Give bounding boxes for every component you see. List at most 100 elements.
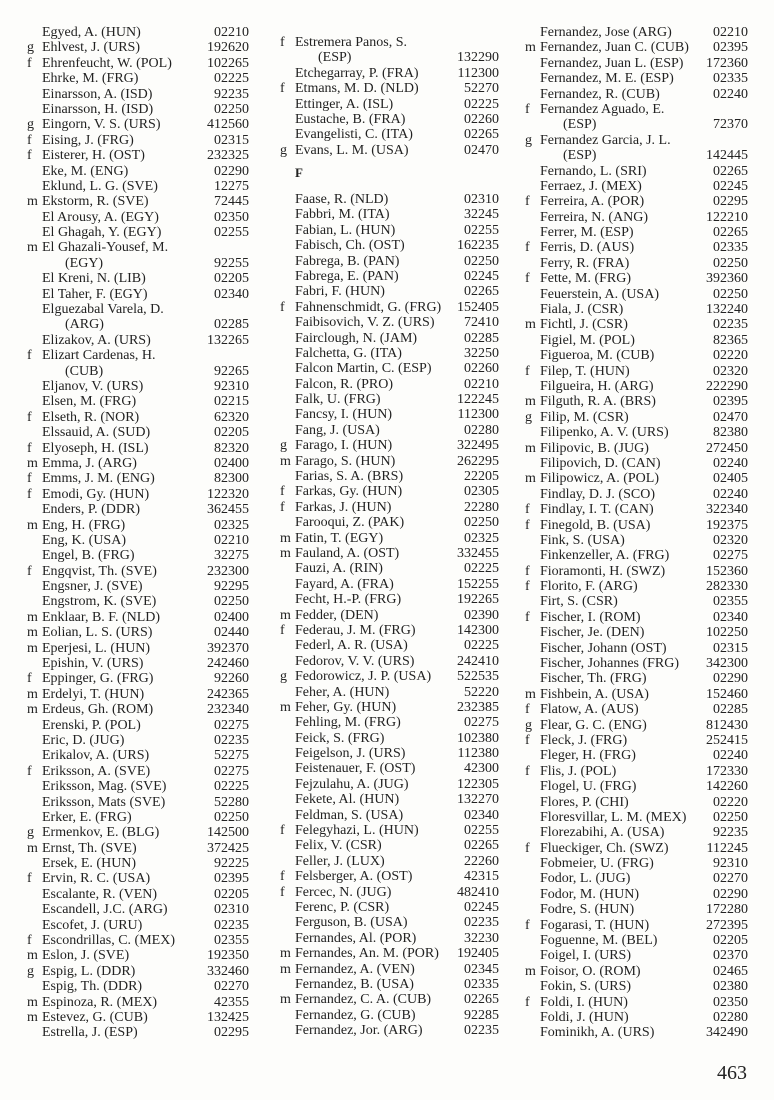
rating: 2255 <box>471 222 499 238</box>
games-count: 0 <box>464 484 471 500</box>
games-count: 2 <box>464 499 471 515</box>
player-name: Fedorov, V. V. (URS) <box>295 653 415 669</box>
player-entry: f Fahnenschmidt, G. (FRG) 15 2405 <box>280 300 499 315</box>
player-name: Fedder, (DEN) <box>295 607 379 623</box>
player-name: (CUB) <box>65 363 104 379</box>
player-entry: Fayard, A. (FRA) 15 2255 <box>280 577 499 592</box>
player-entry: m Farago, S. (HUN) 26 2295 <box>280 454 499 469</box>
player-entry: Feigelson, J. (URS) 11 2380 <box>280 746 499 761</box>
player-title: f <box>27 132 32 148</box>
games-count: 0 <box>214 979 221 995</box>
games-count: 0 <box>713 363 720 379</box>
rating: 2265 <box>471 992 499 1008</box>
rating: 2285 <box>471 1007 499 1023</box>
player-entry: f Elizart Cardenas, H. <box>27 348 249 363</box>
rating: 2255 <box>471 823 499 839</box>
rating: 2465 <box>720 963 748 979</box>
rating: 2285 <box>471 330 499 346</box>
rating: 2275 <box>221 548 249 564</box>
player-entry: f Flatow, A. (AUS) 0 2285 <box>525 702 748 717</box>
games-count: 0 <box>214 902 221 918</box>
games-count: 0 <box>464 915 471 931</box>
games-count: 0 <box>713 933 720 949</box>
player-title: f <box>27 763 32 779</box>
player-name: Federau, J. M. (FRG) <box>295 622 416 638</box>
rating: 2285 <box>221 317 249 333</box>
games-count: 3 <box>464 345 471 361</box>
player-name: Filip, M. (CSR) <box>540 409 629 425</box>
games-count: 0 <box>713 948 720 964</box>
games-count: 0 <box>214 717 221 733</box>
player-entry: Fodor, L. (JUG) 0 2270 <box>525 871 748 886</box>
player-title: m <box>525 40 536 56</box>
rating: 2275 <box>221 717 249 733</box>
games-count: 8 <box>214 440 221 456</box>
games-count: 9 <box>214 86 221 102</box>
games-count: 0 <box>713 640 720 656</box>
rating: 2460 <box>720 686 748 702</box>
player-entry: f Eriksson, A. (SVE) 0 2275 <box>27 764 249 779</box>
player-entry: f Eppinger, G. (FRG) 9 2260 <box>27 671 249 686</box>
player-entry: Finkenzeller, A. (FRG) 0 2275 <box>525 548 748 563</box>
player-name: Ervin, R. C. (USA) <box>42 871 151 887</box>
rating: 2345 <box>471 961 499 977</box>
rating: 2405 <box>720 471 748 487</box>
player-name: Eke, M. (ENG) <box>42 163 129 179</box>
rating: 2400 <box>221 609 249 625</box>
player-entry: Fang, J. (USA) 0 2280 <box>280 423 499 438</box>
rating: 2455 <box>221 502 249 518</box>
player-entry: Fabrega, E. (PAN) 0 2245 <box>280 269 499 284</box>
rating: 2295 <box>221 579 249 595</box>
rating: 2395 <box>720 394 748 410</box>
rating: 2260 <box>720 779 748 795</box>
player-entry: Fernandes, Al. (POR) 3 2230 <box>280 931 499 946</box>
rating: 2225 <box>471 638 499 654</box>
player-entry: Foguenne, M. (BEL) 0 2205 <box>525 933 748 948</box>
player-entry: g Evans, L. M. (USA) 0 2470 <box>280 143 499 158</box>
rating: 2205 <box>221 886 249 902</box>
player-column-2-f-section: Faase, R. (NLD) 0 2310 Fabbri, M. (ITA) 3 224… <box>280 192 499 1038</box>
games-count: 39 <box>207 640 221 656</box>
player-title: f <box>525 240 530 256</box>
games-count: 0 <box>214 271 221 287</box>
rating: 2290 <box>720 886 748 902</box>
games-count: 0 <box>713 163 720 179</box>
rating: 2210 <box>720 209 748 225</box>
player-title: f <box>280 622 285 638</box>
games-count: 0 <box>214 809 221 825</box>
rating: 2395 <box>720 40 748 56</box>
player-name: Engqvist, Th. (SVE) <box>42 563 157 579</box>
rating: 2275 <box>221 763 249 779</box>
player-title: f <box>525 579 530 595</box>
games-count: 0 <box>713 86 720 102</box>
games-count: 12 <box>457 392 471 408</box>
rating: 2250 <box>720 625 748 641</box>
rating: 2365 <box>221 686 249 702</box>
player-name: Filipowicz, A. (POL) <box>540 471 659 487</box>
player-title: f <box>27 933 32 949</box>
player-name: Fischer, Th. (FRG) <box>540 671 647 687</box>
games-count: 23 <box>207 702 221 718</box>
player-entry: Fabrega, B. (PAN) 0 2250 <box>280 254 499 269</box>
games-count: 0 <box>464 376 471 392</box>
rating: 2260 <box>471 361 499 377</box>
player-name: Espig, Th. (DDR) <box>42 979 143 995</box>
player-entry: Enders, P. (DDR) 36 2455 <box>27 502 249 517</box>
games-count: 0 <box>713 594 720 610</box>
rating: 2460 <box>221 656 249 672</box>
rating: 2245 <box>471 392 499 408</box>
player-entry: (ESP) 14 2445 <box>525 148 748 163</box>
player-title: m <box>27 702 38 718</box>
player-entry: Florezabihi, A. (USA) 9 2235 <box>525 825 748 840</box>
rating: 2430 <box>720 717 748 733</box>
player-title: f <box>525 271 530 287</box>
player-name: Elyoseph, H. (ISL) <box>42 440 149 456</box>
rating: 2240 <box>720 302 748 318</box>
rating: 2270 <box>221 979 249 995</box>
games-count: 34 <box>706 1025 720 1041</box>
rating: 2220 <box>471 684 499 700</box>
rating: 2225 <box>221 856 249 872</box>
games-count: 13 <box>457 50 471 66</box>
rating: 2340 <box>471 807 499 823</box>
rating: 2260 <box>471 853 499 869</box>
